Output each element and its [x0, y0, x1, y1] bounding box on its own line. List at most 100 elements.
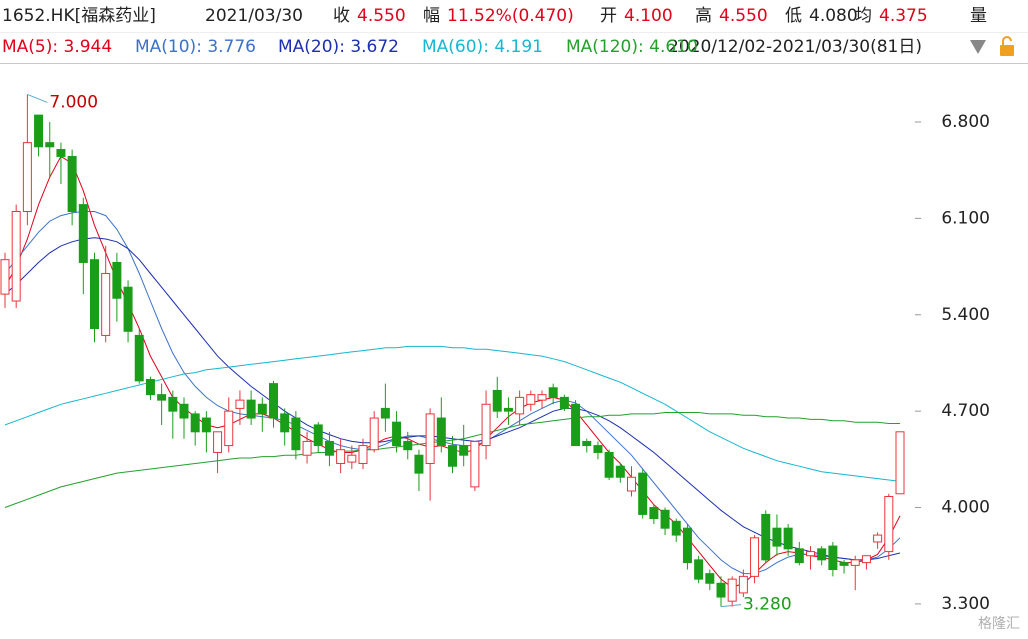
- candle-body: [67, 155, 77, 213]
- header-item: 4.550: [719, 6, 768, 26]
- date-range: 2020/12/02-2021/03/30(81日): [668, 37, 922, 57]
- candle-body: [0, 259, 10, 295]
- candle-body: [380, 407, 390, 419]
- header-item: 幅: [423, 6, 440, 26]
- candle-body: [559, 396, 569, 409]
- candle-body: [750, 537, 760, 577]
- candle-body: [90, 259, 99, 330]
- candle-body: [56, 149, 66, 157]
- candle-body: [682, 527, 692, 564]
- y-tick-label: 6.100: [941, 208, 990, 228]
- candle-body: [604, 451, 614, 478]
- header-item: 4.550: [357, 6, 406, 26]
- legend-entry: MA(5): 3.944: [2, 37, 112, 57]
- candle-body: [873, 534, 883, 543]
- header-item: 高: [695, 6, 712, 26]
- candle-body: [392, 421, 402, 447]
- candle-body: [11, 211, 21, 302]
- candle-body: [347, 454, 357, 463]
- annotation-line: [27, 94, 48, 103]
- candle-body: [101, 272, 111, 336]
- candle-body: [861, 555, 871, 564]
- candle-body: [671, 520, 681, 536]
- candle-body: [201, 417, 211, 433]
- candle-body: [627, 476, 636, 492]
- candle-body: [414, 454, 424, 474]
- candle-body: [895, 431, 905, 495]
- candle-body: [324, 440, 334, 456]
- candle-body: [649, 507, 659, 520]
- candle-body: [436, 417, 446, 447]
- candle-body: [213, 431, 223, 453]
- candle-body: [638, 472, 648, 515]
- candle-body: [526, 394, 536, 405]
- candle-body: [593, 445, 603, 453]
- y-tick-label: 5.400: [941, 305, 990, 325]
- candle-body: [157, 394, 167, 401]
- candle-body: [481, 403, 491, 447]
- candle-body: [727, 578, 737, 602]
- candle-body: [280, 413, 290, 433]
- candle-body: [817, 548, 827, 561]
- header-item: 均: [855, 6, 872, 26]
- header-item: 11.52%(0.470): [447, 6, 574, 26]
- candle-body: [336, 449, 346, 464]
- candle-body: [45, 142, 55, 148]
- header-item: 量: [970, 6, 987, 26]
- dropdown-triangle[interactable]: [970, 40, 986, 54]
- y-tick-label: 6.800: [941, 112, 990, 132]
- candle-body: [34, 114, 44, 148]
- candle-body: [492, 389, 502, 412]
- lock-icon[interactable]: [1000, 36, 1014, 56]
- header-item: 2021/03/30: [205, 6, 303, 26]
- candle-body: [470, 440, 480, 488]
- candle-body: [615, 465, 625, 478]
- candle-body: [145, 378, 155, 396]
- candle-body: [246, 399, 256, 419]
- candle-body: [123, 286, 133, 332]
- candle-body: [761, 513, 771, 561]
- candle-body: [224, 410, 234, 447]
- candle-body: [571, 403, 581, 447]
- candle-body: [358, 445, 368, 464]
- header-item: 4.100: [624, 6, 673, 26]
- candle-body: [705, 573, 715, 584]
- candle-body: [716, 582, 726, 598]
- y-tick-label: 3.300: [941, 594, 990, 614]
- candle-body: [168, 396, 178, 412]
- annotation-label: 7.000: [49, 92, 98, 112]
- legend-entry: MA(20): 3.672: [278, 37, 399, 57]
- candle-body: [582, 440, 592, 447]
- candle-body: [302, 440, 312, 456]
- candle-body: [459, 445, 469, 456]
- header-item: 4.375: [879, 6, 928, 26]
- candle-body: [134, 334, 144, 382]
- candle-body: [257, 403, 267, 415]
- legend-entry: MA(60): 4.191: [422, 37, 543, 57]
- header-item: 1652.HK[福森药业]: [2, 6, 156, 26]
- candle-body: [548, 387, 558, 398]
- candle-body: [772, 527, 782, 547]
- candle-body: [22, 142, 32, 213]
- candle-body: [794, 548, 804, 564]
- watermark: 格隆汇: [978, 616, 1020, 632]
- candle-body: [503, 407, 513, 412]
- candle-body: [884, 496, 894, 553]
- candle-body: [291, 417, 301, 451]
- candle-body: [738, 575, 748, 594]
- candle-body: [515, 396, 525, 415]
- legend-entry: MA(10): 3.776: [135, 37, 256, 57]
- candle-body: [537, 394, 547, 401]
- legend-entry: MA(120): 4.610: [566, 37, 698, 57]
- candle-body: [783, 527, 793, 550]
- candle-body: [660, 509, 670, 529]
- candle-body: [828, 545, 838, 570]
- header-item: 4.080: [809, 6, 858, 26]
- candle-body: [694, 559, 704, 580]
- y-tick-label: 4.700: [941, 401, 990, 421]
- candle-body: [369, 417, 379, 451]
- annotation-line: [720, 604, 742, 608]
- header-item: 开: [600, 6, 617, 26]
